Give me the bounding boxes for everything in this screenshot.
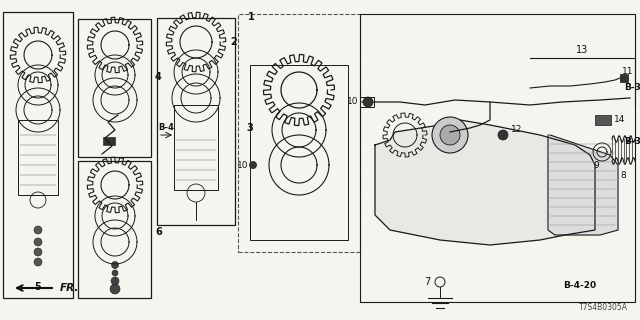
Text: 1: 1 [248,12,255,22]
Text: 11: 11 [622,68,634,76]
Polygon shape [548,135,618,235]
Circle shape [34,258,42,266]
Circle shape [34,226,42,234]
Bar [174,105,218,190]
Bar [103,137,115,145]
Text: B-3: B-3 [624,84,640,92]
Circle shape [249,161,257,169]
Text: T7S4B0305A: T7S4B0305A [579,303,628,312]
Bar [620,74,628,82]
Polygon shape [375,120,595,245]
Bar [595,115,611,125]
Bar [3,12,73,298]
Circle shape [111,261,118,268]
Text: 8: 8 [620,171,626,180]
Text: 3: 3 [246,123,253,133]
Circle shape [432,117,468,153]
Text: 10: 10 [237,161,248,170]
Bar [157,18,235,225]
Circle shape [34,248,42,256]
Text: 10: 10 [346,98,358,107]
Text: 4: 4 [155,72,162,82]
Bar [78,161,151,298]
Text: B-3: B-3 [624,138,640,147]
Bar [360,97,374,107]
Circle shape [110,284,120,294]
Bar [238,14,360,252]
Text: 2: 2 [230,37,237,47]
Bar [360,14,635,302]
Circle shape [363,97,373,107]
Circle shape [34,238,42,246]
Text: 6: 6 [155,227,162,237]
Circle shape [111,277,119,285]
Text: 9: 9 [593,161,599,170]
Text: 12: 12 [511,125,522,134]
Text: 13: 13 [576,45,588,55]
Bar [78,19,151,157]
Circle shape [440,125,460,145]
Text: B-4: B-4 [158,123,174,132]
Text: 14: 14 [614,116,625,124]
Text: FR.: FR. [60,283,79,293]
Bar [250,65,348,240]
Text: B-4-20: B-4-20 [563,281,596,290]
Text: 7: 7 [424,277,430,287]
Circle shape [498,130,508,140]
Text: 5: 5 [35,282,42,292]
Circle shape [112,270,118,276]
Bar [18,120,58,195]
